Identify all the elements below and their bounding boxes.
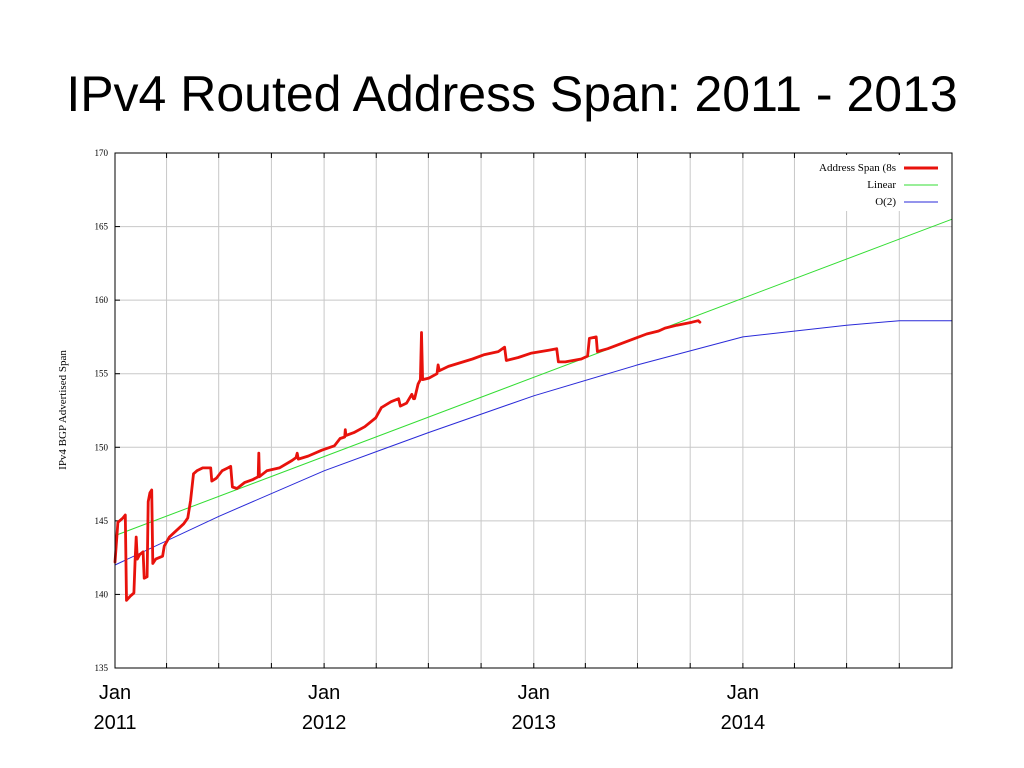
series-line-address-span-8s bbox=[113, 319, 702, 602]
legend-label-o2: O(2) bbox=[875, 196, 896, 208]
slide-title: IPv4 Routed Address Span: 2011 - 2013 bbox=[66, 66, 958, 122]
y-tick-label: 150 bbox=[95, 442, 109, 452]
y-tick-label: 170 bbox=[95, 148, 109, 158]
y-axis-ticks: 135 140 145 150 155 160 165 170 bbox=[95, 148, 120, 673]
legend-label-address-span: Address Span (8s bbox=[819, 162, 896, 174]
x-tick-label-year: 2013 bbox=[511, 712, 557, 734]
chart-grid bbox=[114, 153, 952, 668]
x-tick-label-month: Jan bbox=[517, 682, 550, 704]
y-axis-label: IPv4 BGP Advertised Span bbox=[57, 350, 69, 470]
y-tick-label: 135 bbox=[95, 663, 109, 673]
series-line-o-2 bbox=[114, 320, 953, 566]
y-tick-label: 140 bbox=[95, 589, 109, 599]
x-tick-label-month: Jan bbox=[98, 682, 132, 704]
chart-series bbox=[113, 218, 953, 602]
legend: Address Span (8s Linear O(2) bbox=[800, 155, 950, 211]
legend-label-linear: Linear bbox=[867, 179, 896, 191]
x-axis-ticks bbox=[114, 153, 900, 668]
y-tick-label: 145 bbox=[95, 516, 109, 526]
series-line-linear bbox=[114, 218, 953, 537]
x-tick-label-year: 2012 bbox=[301, 712, 347, 734]
x-tick-label-year: 2014 bbox=[720, 712, 766, 734]
plot-frame bbox=[114, 152, 953, 669]
x-tick-label-year: 2011 bbox=[93, 712, 137, 734]
y-tick-label: 165 bbox=[95, 222, 109, 232]
y-tick-label: 160 bbox=[95, 295, 109, 305]
x-tick-label-month: Jan bbox=[726, 682, 760, 704]
y-tick-label: 155 bbox=[95, 369, 109, 379]
x-tick-label-month: Jan bbox=[307, 682, 341, 704]
